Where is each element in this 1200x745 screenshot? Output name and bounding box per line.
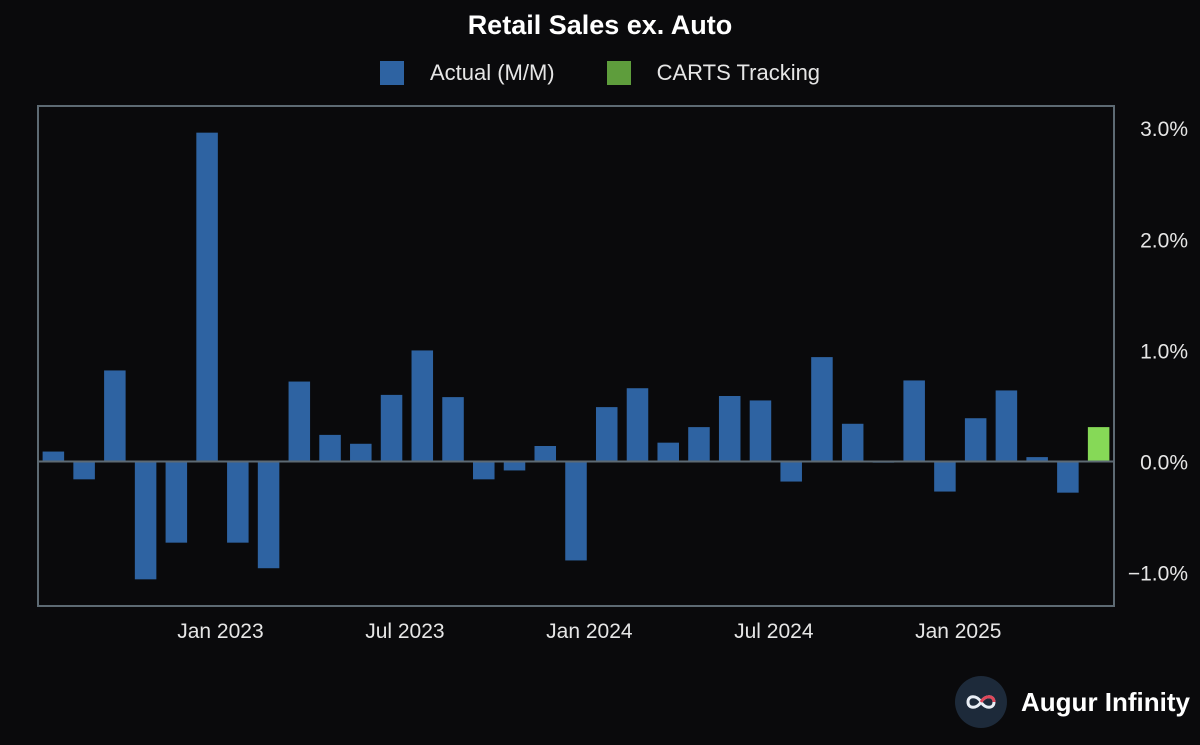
bar-actual xyxy=(288,381,311,462)
x-tick-label: Jan 2023 xyxy=(177,620,263,643)
y-tick-label: 3.0% xyxy=(1140,118,1188,141)
bar-actual xyxy=(626,388,649,462)
x-tick-label: Jan 2024 xyxy=(546,620,633,643)
bar-actual xyxy=(350,443,372,462)
infinity-logo-icon xyxy=(955,676,1008,728)
brand-name: Augur Infinity xyxy=(1021,686,1190,717)
bar-actual xyxy=(196,132,218,462)
bar-actual xyxy=(657,442,679,462)
bar-actual xyxy=(380,394,403,462)
bar-actual xyxy=(1026,457,1048,462)
bar-actual xyxy=(42,451,65,462)
legend-swatch-actual xyxy=(379,61,404,85)
x-tick-label: Jan 2025 xyxy=(915,620,1001,643)
bar-actual xyxy=(134,461,157,580)
bar-actual xyxy=(565,461,587,561)
bar-actual xyxy=(903,380,925,462)
bar-actual xyxy=(104,370,126,462)
y-tick-label: 2.0% xyxy=(1140,229,1188,252)
bar-actual xyxy=(595,407,618,462)
bar-actual xyxy=(995,390,1018,462)
bar-actual xyxy=(749,400,772,462)
bar-actual xyxy=(165,461,188,543)
bar-carts-tracking xyxy=(1087,427,1110,462)
plot-frame xyxy=(37,105,1115,607)
bar-actual xyxy=(688,427,710,462)
bar-actual xyxy=(934,461,956,492)
legend-item-carts[interactable]: CARTS Tracking xyxy=(606,60,821,86)
bar-actual xyxy=(503,461,526,471)
chart-legend: Actual (M/M) CARTS Tracking xyxy=(0,60,1200,86)
bar-actual xyxy=(1057,461,1079,493)
chart-title: Retail Sales ex. Auto xyxy=(467,10,733,40)
y-tick-label: 0.0% xyxy=(1140,452,1188,475)
bar-actual xyxy=(841,423,864,462)
legend-label-carts: CARTS Tracking xyxy=(656,60,821,85)
legend-swatch-carts xyxy=(606,61,631,85)
y-tick-label: 1.0% xyxy=(1140,340,1188,363)
bar-actual xyxy=(411,350,434,462)
bar-actual xyxy=(534,446,557,462)
y-tick-label: −1.0% xyxy=(1128,563,1188,586)
bar-actual xyxy=(811,357,833,462)
legend-item-actual[interactable]: Actual (M/M) xyxy=(379,60,555,86)
bar-actual xyxy=(964,418,987,462)
bar-actual xyxy=(718,396,741,462)
bar-actual xyxy=(473,461,495,480)
brand-watermark: Augur Infinity xyxy=(955,676,1190,728)
bar-actual xyxy=(257,461,280,569)
bar-actual xyxy=(780,461,802,482)
bar-actual xyxy=(319,434,341,462)
x-tick-label: Jul 2024 xyxy=(734,620,814,643)
x-tick-label: Jul 2023 xyxy=(365,620,444,643)
bar-actual xyxy=(442,397,464,462)
bar-actual xyxy=(227,461,249,543)
legend-label-actual: Actual (M/M) xyxy=(429,60,555,85)
bar-actual xyxy=(73,461,95,480)
